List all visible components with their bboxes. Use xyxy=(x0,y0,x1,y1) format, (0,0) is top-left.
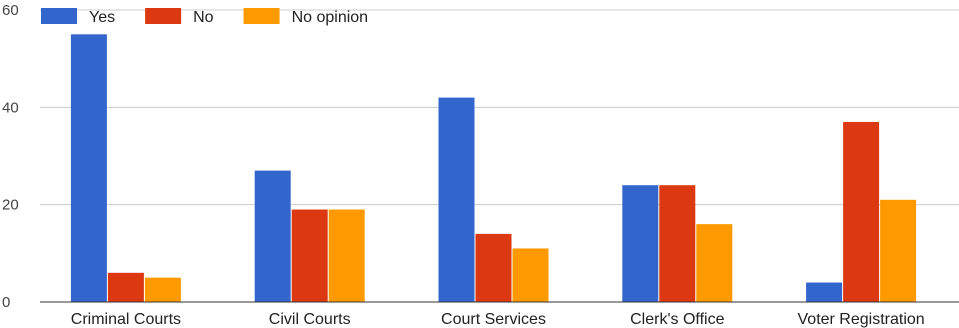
x-category-label: Voter Registration xyxy=(798,311,925,328)
x-category-label: Criminal Courts xyxy=(71,311,181,328)
bar-no-3 xyxy=(659,185,696,302)
y-tick-label: 20 xyxy=(2,197,19,214)
bar-no-1 xyxy=(291,209,328,302)
bar-no-0 xyxy=(107,272,144,302)
y-tick-label: 40 xyxy=(2,99,19,116)
bar-no-opinion-0 xyxy=(144,277,181,302)
legend-swatch-no-opinion xyxy=(243,8,280,24)
legend-label: No xyxy=(193,9,214,26)
bar-no-opinion-3 xyxy=(696,224,733,302)
bar-yes-3 xyxy=(622,185,659,302)
bar-yes-2 xyxy=(438,97,475,302)
y-tick-label: 0 xyxy=(2,294,10,311)
bar-no-opinion-4 xyxy=(880,199,917,302)
y-axis-ticks: 0 20 40 60 xyxy=(2,2,19,311)
bar-no-2 xyxy=(475,233,512,302)
bar-no-opinion-2 xyxy=(512,248,549,302)
gridlines xyxy=(40,9,959,206)
legend-swatch-no xyxy=(145,8,182,24)
legend: Yes No No opinion xyxy=(41,8,368,26)
bars xyxy=(70,34,917,302)
bar-yes-1 xyxy=(254,170,291,302)
legend-swatch-yes xyxy=(41,8,77,24)
legend-label: Yes xyxy=(89,9,115,26)
x-category-label: Court Services xyxy=(441,311,546,328)
x-category-label: Clerk's Office xyxy=(630,311,724,328)
bar-yes-0 xyxy=(70,34,107,302)
bar-no-opinion-1 xyxy=(328,209,365,302)
y-tick-label: 60 xyxy=(2,2,19,19)
x-category-label: Civil Courts xyxy=(269,311,351,328)
x-axis-categories: Criminal Courts Civil Courts Court Service… xyxy=(71,311,925,328)
legend-label: No opinion xyxy=(292,9,369,26)
bar-no-4 xyxy=(843,121,880,302)
bar-yes-4 xyxy=(806,282,843,302)
